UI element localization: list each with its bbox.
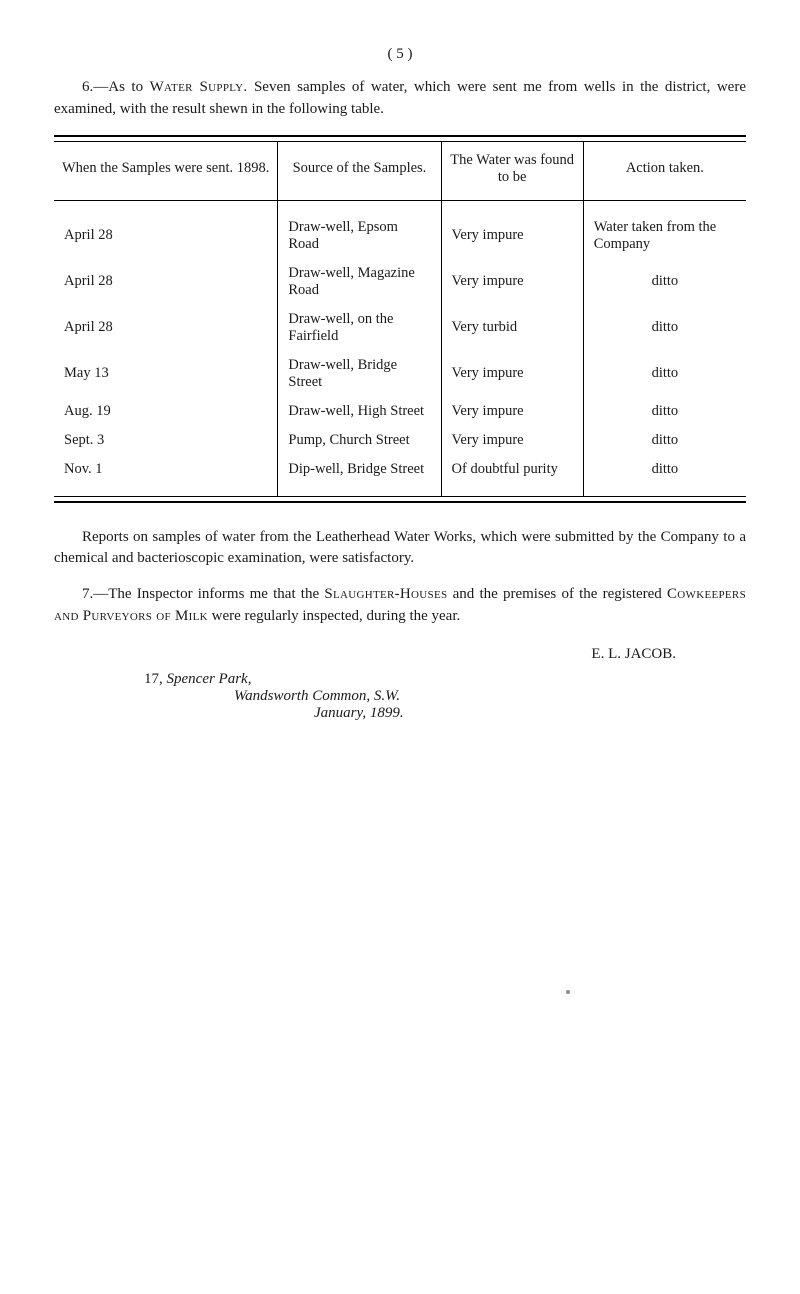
page-number: ( 5 ) [54,46,746,63]
addr1-num: 17, [144,671,167,687]
cell-source: Draw-well, High Street [278,397,441,426]
cell-date: Nov. 1 [54,455,278,497]
p7-mid: and the premises of the registered [447,586,667,602]
col-header-action: Action taken. [583,141,746,200]
table-row: Sept. 3 Pump, Church Street Very impure … [54,426,746,455]
signature-name: E. L. JACOB. [54,646,746,663]
table-row: April 28 Draw-well, Magazine Road Very i… [54,259,746,305]
page: ( 5 ) 6.—As to Water Supply. Seven sampl… [0,0,800,1294]
col-header-found: The Water was found to be [441,141,583,200]
cell-found: Very impure [441,200,583,259]
signature-block: E. L. JACOB. 17, Spencer Park, Wandswort… [54,646,746,722]
cell-source: Pump, Church Street [278,426,441,455]
cell-date: April 28 [54,200,278,259]
address-line-3: January, 1899. [54,705,746,722]
para-7: 7.—The Inspector informs me that the Sla… [54,584,746,628]
col-header-when: When the Samples were sent. 1898. [54,141,278,200]
intro-pre: —As to [93,79,149,95]
cell-action: ditto [583,397,746,426]
cell-action: Water taken from the Company [583,200,746,259]
cell-date: April 28 [54,259,278,305]
addr1-ital: Spencer Park, [167,671,252,687]
cell-action: ditto [583,305,746,351]
cell-found: Very impure [441,426,583,455]
water-samples-table: When the Samples were sent. 1898. Source… [54,135,746,503]
cell-action: ditto [583,426,746,455]
cell-found: Of doubtful purity [441,455,583,497]
cell-action: ditto [583,351,746,397]
intro-sc: Water Supply. [150,79,248,95]
table-row: April 28 Draw-well, on the Fairfield Ver… [54,305,746,351]
cell-found: Very impure [441,259,583,305]
cell-source: Draw-well, Epsom Road [278,200,441,259]
p7-sc1: Slaughter-Houses [324,586,447,602]
table-row: Aug. 19 Draw-well, High Street Very impu… [54,397,746,426]
intro-paragraph: 6.—As to Water Supply. Seven samples of … [54,77,746,121]
table-row: April 28 Draw-well, Epsom Road Very impu… [54,200,746,259]
address-line-2: Wandsworth Common, S.W. [54,688,746,705]
col-header-source: Source of the Samples. [278,141,441,200]
p7-pre: —The Inspector informs me that the [93,586,324,602]
cell-source: Draw-well, Magazine Road [278,259,441,305]
cell-action: ditto [583,455,746,497]
cell-found: Very impure [441,397,583,426]
cell-date: April 28 [54,305,278,351]
cell-source: Draw-well, on the Fairfield [278,305,441,351]
cell-date: Sept. 3 [54,426,278,455]
scan-speck [566,990,570,994]
cell-date: May 13 [54,351,278,397]
table-row: Nov. 1 Dip-well, Bridge Street Of doubtf… [54,455,746,497]
p7-post: were regularly inspected, during the yea… [208,608,460,624]
cell-date: Aug. 19 [54,397,278,426]
reports-paragraph: Reports on samples of water from the Lea… [54,527,746,571]
cell-source: Draw-well, Bridge Street [278,351,441,397]
cell-action: ditto [583,259,746,305]
cell-found: Very impure [441,351,583,397]
cell-found: Very turbid [441,305,583,351]
p7-num: 7. [82,586,93,602]
cell-source: Dip-well, Bridge Street [278,455,441,497]
intro-num: 6. [82,79,93,95]
table-row: May 13 Draw-well, Bridge Street Very imp… [54,351,746,397]
table-body: April 28 Draw-well, Epsom Road Very impu… [54,200,746,496]
address-line-1: 17, Spencer Park, [54,671,746,688]
